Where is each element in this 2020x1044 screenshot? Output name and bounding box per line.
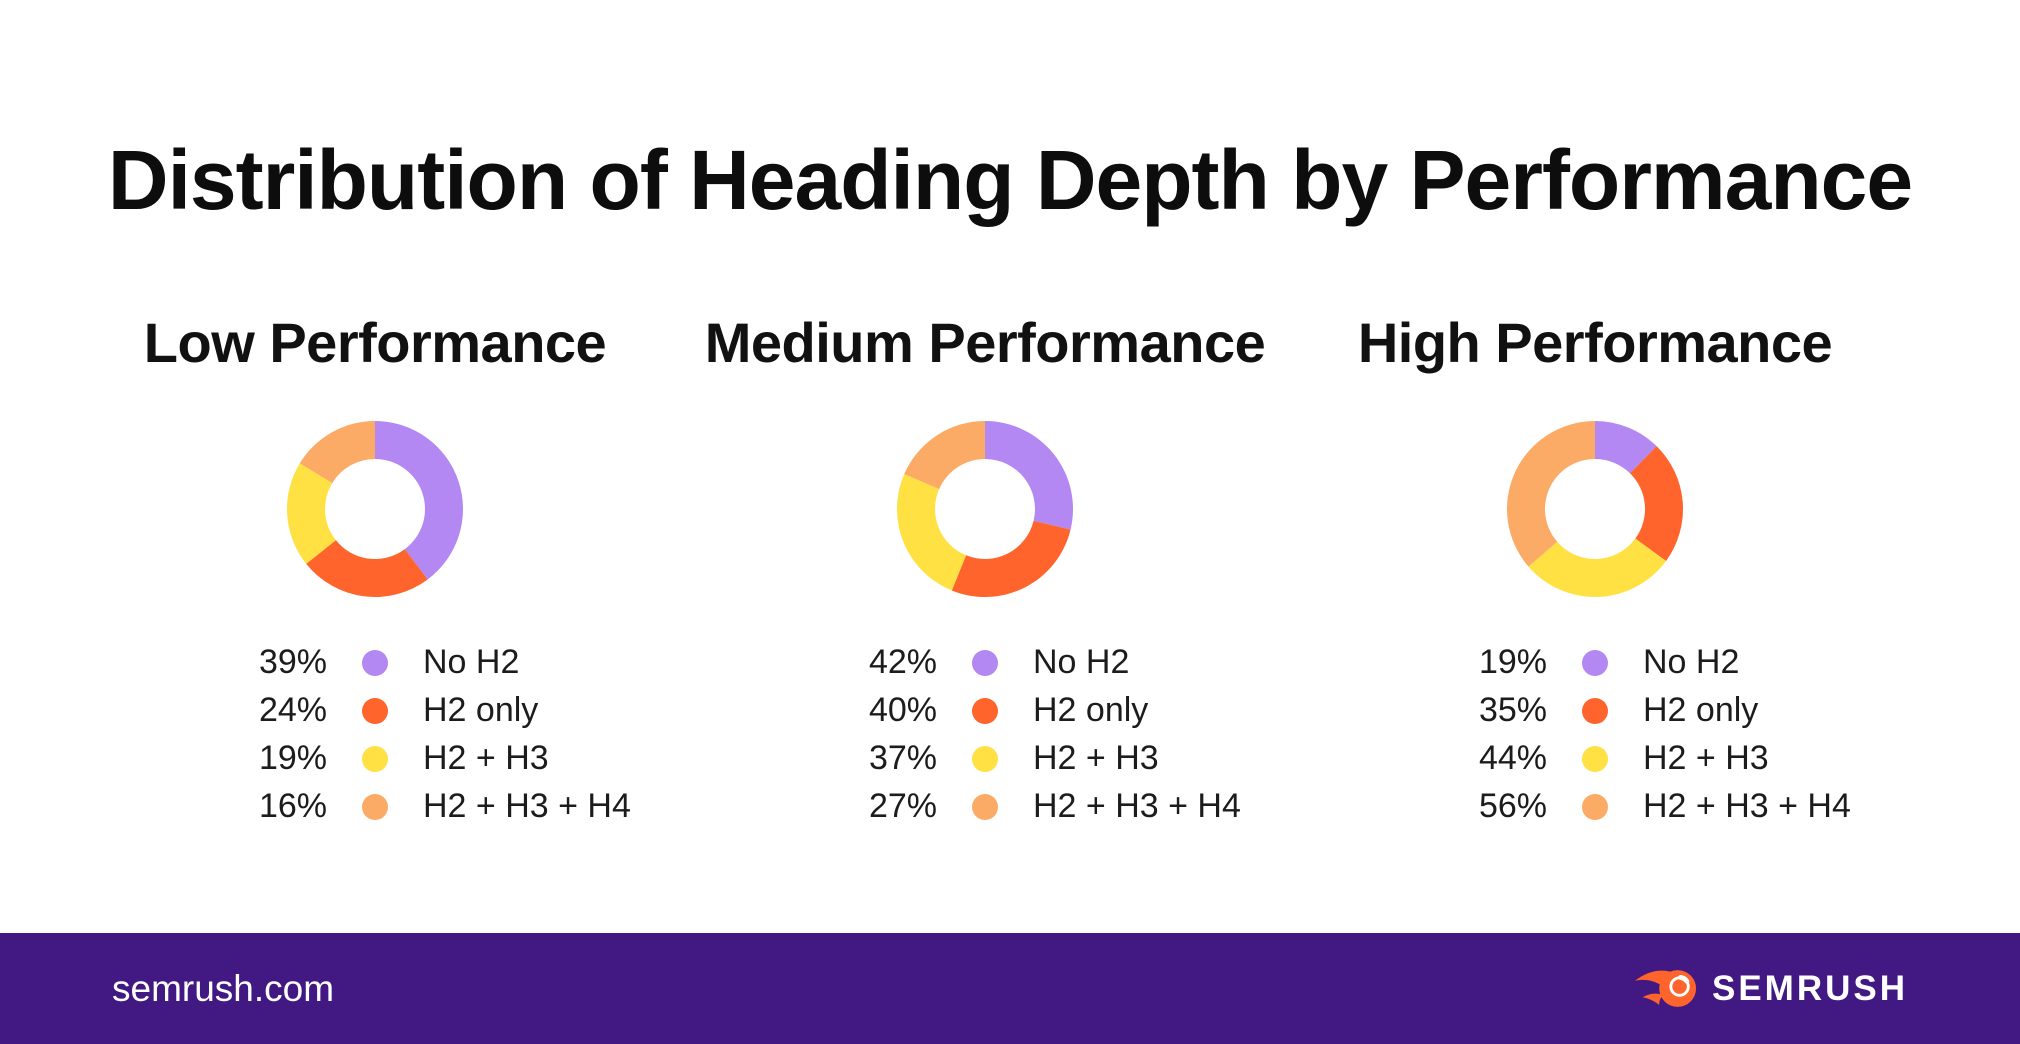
legend-label: H2 + H3 + H4 <box>423 787 631 825</box>
footer-site-url: semrush.com <box>112 967 335 1009</box>
legend-row: 16% H2 + H3 + H4 <box>70 787 680 825</box>
legend-row: 39% No H2 <box>70 643 680 681</box>
legend-row: 40% H2 only <box>680 691 1290 729</box>
legend-color-dot <box>1582 745 1608 772</box>
legend-row: 27% H2 + H3 + H4 <box>680 787 1290 825</box>
legend-label: H2 + H3 + H4 <box>1643 787 1851 825</box>
legend-value: 40% <box>868 691 937 729</box>
chart-column-medium: Medium Performance 42% No H2 40% H2 only… <box>680 301 1290 825</box>
chart-column-high: High Performance 19% No H2 35% H2 only 4… <box>1290 301 1900 825</box>
legend-color-dot <box>1582 793 1608 820</box>
legend-color-dot <box>362 697 388 724</box>
donut-segment <box>1507 421 1595 567</box>
legend-row: 42% No H2 <box>680 643 1290 681</box>
legend-label: No H2 <box>1033 643 1130 681</box>
donut-segment <box>299 421 375 484</box>
donut-chart <box>287 421 463 597</box>
legend-color-dot <box>972 649 998 676</box>
legend-row: 56% H2 + H3 + H4 <box>1290 787 1900 825</box>
charts-row: Low Performance 39% No H2 24% H2 only 19… <box>0 301 2020 825</box>
legend-value: 39% <box>258 643 327 681</box>
legend-label: H2 only <box>1033 691 1149 729</box>
donut-segment <box>904 421 985 490</box>
legend-row: 35% H2 only <box>1290 691 1900 729</box>
legend-label: H2 only <box>1643 691 1759 729</box>
legend-value: 16% <box>258 787 327 825</box>
semrush-wordmark: SEMRUSH <box>1711 968 1908 1008</box>
footer-bar: semrush.com SEMRUSH <box>0 933 2020 1044</box>
legend-color-dot <box>362 649 388 676</box>
donut-segment <box>375 421 463 580</box>
legend-label: H2 + H3 + H4 <box>1033 787 1241 825</box>
legend-label: No H2 <box>1643 643 1740 681</box>
legend-value: 37% <box>868 739 937 777</box>
semrush-logo-icon <box>1634 970 1697 1007</box>
legend-row: 24% H2 only <box>70 691 680 729</box>
legend-color-dot <box>972 745 998 772</box>
donut-chart <box>1507 421 1683 597</box>
donut-segment <box>951 520 1071 597</box>
legend: 19% No H2 35% H2 only 44% H2 + H3 56% <box>1290 643 1900 825</box>
legend-value: 35% <box>1478 691 1547 729</box>
chart-title: High Performance <box>1357 311 1833 374</box>
legend-row: 37% H2 + H3 <box>680 739 1290 777</box>
legend-label: H2 + H3 <box>1643 739 1769 777</box>
legend-value: 19% <box>258 739 327 777</box>
legend-label: H2 + H3 <box>1033 739 1159 777</box>
legend-row: 19% H2 + H3 <box>70 739 680 777</box>
legend-label: H2 + H3 <box>423 739 549 777</box>
donut-chart <box>897 421 1073 597</box>
chart-title: Low Performance <box>143 311 607 374</box>
legend-value: 27% <box>868 787 937 825</box>
legend-value: 44% <box>1478 739 1547 777</box>
legend-value: 56% <box>1478 787 1547 825</box>
legend-color-dot <box>1582 697 1608 724</box>
legend-label: H2 only <box>423 691 539 729</box>
donut-segment <box>1629 446 1683 562</box>
chart-column-low: Low Performance 39% No H2 24% H2 only 19… <box>70 301 680 825</box>
donut-segment <box>985 421 1073 530</box>
legend-value: 42% <box>868 643 937 681</box>
donut-segment <box>306 540 428 597</box>
legend-color-dot <box>972 697 998 724</box>
donut-segment <box>287 463 336 564</box>
legend-color-dot <box>972 793 998 820</box>
legend-row: 44% H2 + H3 <box>1290 739 1900 777</box>
legend: 42% No H2 40% H2 only 37% H2 + H3 27% <box>680 643 1290 825</box>
chart-title: Medium Performance <box>704 311 1266 374</box>
legend-color-dot <box>362 793 388 820</box>
semrush-logo: SEMRUSH <box>1634 967 1908 1010</box>
donut-segment <box>1595 421 1657 474</box>
legend-value: 19% <box>1478 643 1547 681</box>
legend-color-dot <box>1582 649 1608 676</box>
legend-row: 19% No H2 <box>1290 643 1900 681</box>
donut-segment <box>897 474 967 591</box>
legend-color-dot <box>362 745 388 772</box>
legend-value: 24% <box>258 691 327 729</box>
legend: 39% No H2 24% H2 only 19% H2 + H3 16% <box>70 643 680 825</box>
page-title: Distribution of Heading Depth by Perform… <box>107 133 1913 227</box>
legend-label: No H2 <box>423 643 520 681</box>
donut-segment <box>1528 538 1666 597</box>
